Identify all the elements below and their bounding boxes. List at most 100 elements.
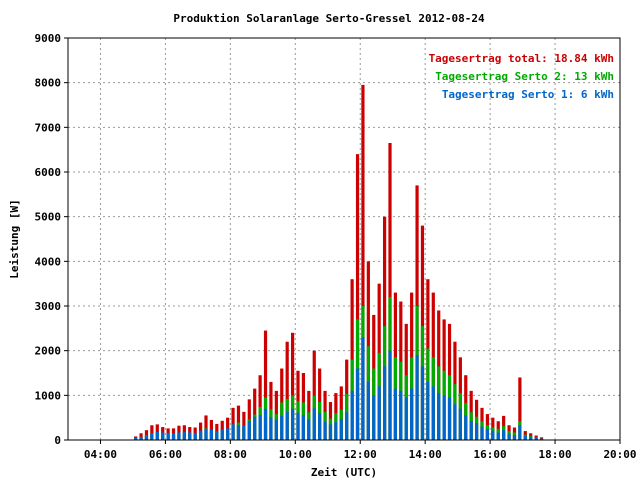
bar-serto1 bbox=[231, 424, 235, 440]
y-tick-label: 1000 bbox=[35, 389, 62, 402]
bar-serto1 bbox=[253, 416, 257, 440]
bar-serto1 bbox=[507, 434, 511, 440]
y-tick-label: 0 bbox=[54, 434, 61, 447]
bar-serto1 bbox=[339, 419, 343, 440]
bar-serto1 bbox=[512, 435, 517, 440]
bar-serto1 bbox=[166, 432, 170, 440]
bar-serto1 bbox=[469, 420, 473, 440]
bar-serto1 bbox=[215, 431, 219, 440]
bar-total bbox=[144, 430, 149, 440]
bar-serto1 bbox=[226, 428, 230, 440]
bar-serto1 bbox=[258, 414, 262, 440]
bar-serto1 bbox=[220, 429, 224, 440]
bar-serto1 bbox=[182, 431, 186, 440]
bar-serto1 bbox=[269, 417, 273, 440]
x-tick-label: 06:00 bbox=[149, 448, 182, 461]
bar-total bbox=[150, 425, 154, 440]
bar-serto1 bbox=[139, 436, 143, 440]
bar-serto1 bbox=[177, 432, 181, 440]
y-tick-label: 2000 bbox=[35, 345, 62, 358]
bar-serto1 bbox=[372, 395, 376, 440]
bar-serto1 bbox=[247, 421, 251, 440]
bar-serto1 bbox=[350, 390, 354, 440]
y-axis-ticks: 0 1000 2000 3000 4000 5000 6000 7000 8000 9000 bbox=[35, 32, 68, 447]
x-axis-label: Zeit (UTC) bbox=[311, 466, 377, 479]
bar-serto1 bbox=[447, 397, 452, 440]
bar-total bbox=[253, 388, 257, 440]
bar-serto1 bbox=[366, 381, 370, 440]
bar-serto1 bbox=[437, 393, 441, 440]
bar-serto1 bbox=[523, 435, 527, 440]
bar-serto1 bbox=[263, 408, 268, 440]
bar-serto1 bbox=[426, 381, 430, 440]
bar-total bbox=[290, 332, 295, 440]
y-tick-label: 4000 bbox=[35, 255, 62, 268]
bar-total bbox=[355, 154, 360, 440]
bar-serto1 bbox=[323, 421, 327, 440]
bar-serto1 bbox=[415, 355, 419, 440]
bar-serto1 bbox=[236, 425, 241, 440]
bar-serto1 bbox=[204, 428, 208, 440]
bar-serto1 bbox=[382, 366, 387, 440]
plot-frame bbox=[67, 37, 621, 441]
y-tick-label: 8000 bbox=[35, 77, 62, 90]
bar-serto1 bbox=[464, 415, 468, 440]
bar-serto1 bbox=[404, 397, 408, 440]
bar-total bbox=[518, 377, 522, 440]
x-tick-label: 14:00 bbox=[409, 448, 442, 461]
legend: Tagesertrag total: 18.84 kWh Tagesertrag … bbox=[429, 52, 614, 101]
bar-serto1 bbox=[529, 436, 533, 440]
x-tick-label: 12:00 bbox=[344, 448, 377, 461]
bar-serto1 bbox=[193, 432, 197, 440]
bar-total bbox=[312, 350, 316, 440]
y-axis-label: Leistung [W] bbox=[8, 199, 21, 278]
bar-serto1 bbox=[388, 350, 392, 440]
bar-serto1 bbox=[334, 422, 338, 440]
bar-serto1 bbox=[355, 368, 360, 440]
x-tick-label: 10:00 bbox=[279, 448, 312, 461]
bar-serto1 bbox=[280, 415, 284, 440]
bar-serto1 bbox=[318, 413, 322, 440]
bar-serto1 bbox=[161, 432, 165, 440]
bar-serto1 bbox=[480, 426, 484, 440]
bar-serto1 bbox=[290, 408, 295, 440]
bar-total bbox=[263, 330, 268, 440]
grid bbox=[68, 38, 620, 440]
bar-serto1 bbox=[198, 430, 203, 440]
legend-entry: Tagesertrag Serto 2: 13 kWh bbox=[435, 70, 614, 83]
bar-serto1 bbox=[458, 408, 462, 440]
bar-serto1 bbox=[150, 433, 154, 440]
bar-serto1 bbox=[242, 425, 246, 440]
bar-total bbox=[361, 84, 365, 441]
bar-serto1 bbox=[328, 424, 333, 440]
y-tick-label: 3000 bbox=[35, 300, 62, 313]
legend-entry: Tagesertrag total: 18.84 kWh bbox=[429, 52, 614, 65]
bar-serto1 bbox=[209, 429, 214, 440]
bar-serto1 bbox=[399, 390, 403, 440]
bar-serto1 bbox=[285, 411, 289, 440]
bar-serto1 bbox=[144, 435, 149, 440]
x-tick-label: 20:00 bbox=[603, 448, 636, 461]
bar-serto1 bbox=[485, 428, 490, 440]
bar-serto1 bbox=[420, 366, 425, 440]
bar-serto1 bbox=[301, 414, 306, 440]
bar-serto1 bbox=[442, 395, 446, 440]
x-tick-label: 08:00 bbox=[214, 448, 247, 461]
y-tick-label: 7000 bbox=[35, 121, 62, 134]
bar-total bbox=[139, 433, 143, 440]
y-tick-label: 6000 bbox=[35, 166, 62, 179]
bar-serto1 bbox=[410, 388, 414, 440]
bar-serto1 bbox=[453, 404, 457, 440]
x-tick-label: 18:00 bbox=[538, 448, 571, 461]
bar-serto1 bbox=[188, 432, 192, 440]
bar-serto1 bbox=[296, 412, 300, 440]
y-tick-label: 9000 bbox=[35, 32, 62, 45]
bar-serto1 bbox=[518, 425, 522, 440]
bar-serto1 bbox=[345, 412, 349, 440]
legend-entry: Tagesertrag Serto 1: 6 kWh bbox=[442, 88, 614, 101]
bar-serto1 bbox=[171, 433, 176, 440]
bar-serto1 bbox=[491, 430, 495, 440]
bar-serto1 bbox=[474, 423, 479, 440]
bar-serto1 bbox=[534, 437, 538, 440]
chart-title: Produktion Solaranlage Serto-Gressel 201… bbox=[173, 12, 485, 25]
